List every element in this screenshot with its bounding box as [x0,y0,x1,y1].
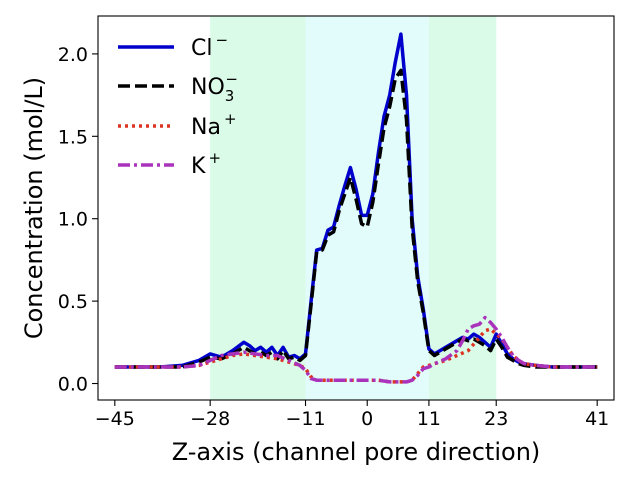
legend: Cl −NO3−Na +K + [118,31,238,179]
x-tick-label: 41 [585,408,609,430]
legend-charge: + [208,149,221,167]
legend-charge: + [224,110,237,128]
shaded-region-0 [210,16,306,400]
x-axis-ticks: −45 −28 −11 0 11 23 41 [95,400,609,430]
legend-subscript: 3 [225,87,235,105]
y-tick-label: 2.0 [58,44,88,66]
series-lines [114,32,598,384]
shaded-regions [210,16,497,400]
series-line-3 [114,315,598,384]
y-tick-label: 1.5 [58,126,88,148]
x-tick-label: −45 [95,408,135,430]
x-tick-label: −11 [285,408,325,430]
y-tick-label: 0.5 [58,291,88,313]
x-axis-label: Z-axis (channel pore direction) [172,438,541,466]
y-tick-label: 1.0 [58,209,88,231]
legend-label-1: NO3− [191,70,238,105]
legend-charge: − [215,31,228,49]
legend-label-3: K + [191,149,221,179]
legend-name: Cl [191,36,212,61]
x-tick-label: 23 [484,408,508,430]
legend-name: NO [191,75,225,100]
x-tick-label: 0 [361,408,373,430]
plot-frame [97,15,615,401]
legend-name: Na [191,115,221,140]
y-tick-label: 0.0 [58,374,88,396]
y-axis-label: Concentration (mol/L) [20,77,48,339]
legend-label-0: Cl − [191,31,228,61]
legend-charge: − [225,70,238,88]
legend-label-2: Na + [191,110,237,140]
x-tick-label: −28 [190,408,230,430]
legend-name: K [191,154,206,179]
series-line-1 [114,68,598,369]
x-tick-label: 11 [417,408,441,430]
series-line-0 [114,32,598,369]
y-axis-ticks: 0.0 0.5 1.0 1.5 2.0 [58,44,98,396]
shaded-region-1 [305,16,429,400]
